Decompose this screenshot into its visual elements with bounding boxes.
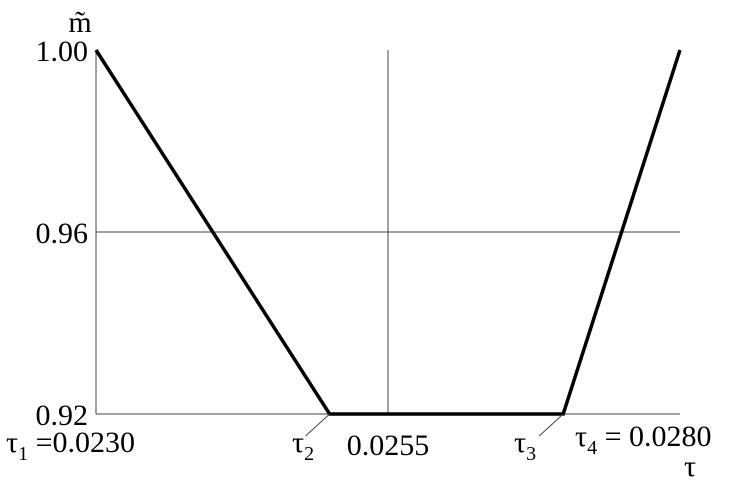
- tau-annotation: τ3: [514, 426, 536, 465]
- y-tick-label: 0.96: [36, 217, 89, 250]
- y-tick-label: 0.92: [36, 399, 89, 432]
- x-axis-label: τ: [684, 450, 696, 482]
- labels: m̃ τ 1.00 0.96 0.92 0.0255 τ1 =0.0230 τ2 τ3 τ4 …: [6, 6, 711, 482]
- grid: [95, 50, 680, 415]
- x-tick-label: 0.0255: [347, 429, 430, 462]
- y-axis-label: m̃: [68, 6, 91, 39]
- y-tick-label: 1.00: [36, 35, 89, 68]
- series: [94, 49, 682, 416]
- tau-annotation: τ4 = 0.0280: [575, 420, 711, 459]
- leader-line: [538, 413, 564, 437]
- leader-line: [305, 413, 330, 437]
- tau-annotation: τ1 =0.0230: [6, 426, 135, 465]
- tau-annotation: τ2: [292, 426, 314, 465]
- series-line: [94, 49, 682, 416]
